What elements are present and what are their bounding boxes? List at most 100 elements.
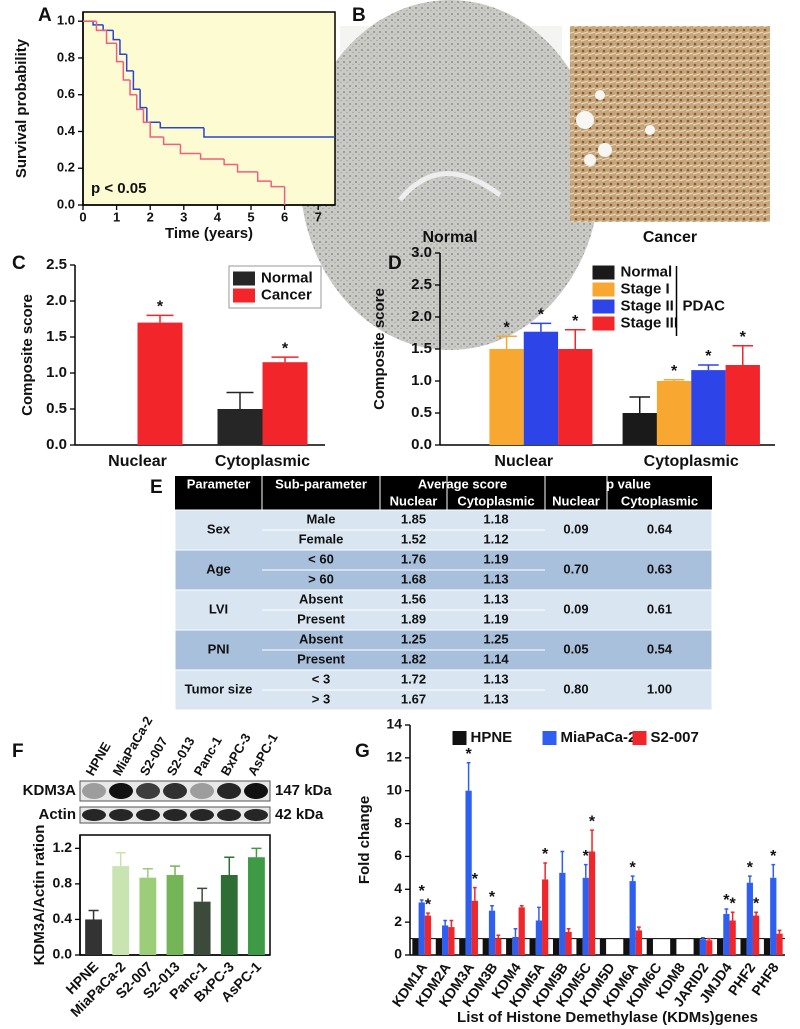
table-cell: Age xyxy=(206,561,231,576)
x-tick-label: Cytoplasmic xyxy=(215,453,310,470)
blot-band xyxy=(82,809,106,821)
y-tick-label: 2.0 xyxy=(46,292,67,309)
image-cancer xyxy=(570,26,770,222)
table-cell: 1.25 xyxy=(401,631,426,646)
y-tick-label: 1.0 xyxy=(411,372,432,389)
survival-step xyxy=(256,171,272,182)
y-axis-label: Composite score xyxy=(19,294,36,416)
error-bar xyxy=(754,911,758,916)
table-cell: 0.80 xyxy=(563,681,588,696)
survival-step xyxy=(142,109,151,124)
table-cell: 1.67 xyxy=(401,691,426,706)
blot-band xyxy=(244,809,268,821)
error-bar xyxy=(142,868,153,878)
error-bar xyxy=(566,927,571,932)
bar xyxy=(489,349,524,445)
legend-label: MiaPaCa-2 xyxy=(561,729,637,746)
bar xyxy=(729,920,736,955)
bar xyxy=(166,875,184,955)
error-bar xyxy=(543,862,548,880)
error-bar xyxy=(730,911,735,921)
significance-marker: * xyxy=(419,883,426,900)
bar xyxy=(518,907,525,955)
fat-cell xyxy=(576,111,594,129)
blot-band xyxy=(136,809,160,821)
legend-label: Normal xyxy=(261,269,313,286)
y-tick-label: 2.5 xyxy=(46,256,67,273)
error-bar xyxy=(251,847,262,858)
x-tick-label: 5 xyxy=(247,209,254,224)
survival-step xyxy=(105,30,117,44)
survival-step xyxy=(122,61,131,81)
error-bar xyxy=(530,322,552,332)
table-cell: 1.89 xyxy=(401,611,426,626)
legend-label: S2-007 xyxy=(651,729,699,746)
blot-band xyxy=(217,783,241,799)
legend-label: Stage II xyxy=(621,297,674,314)
legend-label: Stage III xyxy=(621,314,679,331)
table-cell: 1.12 xyxy=(483,531,508,546)
y-tick-label: 0.5 xyxy=(46,400,67,417)
legend-swatch xyxy=(632,731,647,745)
bar xyxy=(448,927,455,955)
error-bar xyxy=(701,937,705,940)
error-bar xyxy=(583,863,588,878)
panel-letter: E xyxy=(150,477,163,498)
error-bar xyxy=(771,863,776,878)
error-bar xyxy=(724,908,729,914)
error-bar xyxy=(564,329,586,349)
survival-step xyxy=(115,43,124,63)
bar xyxy=(535,920,543,955)
error-bar xyxy=(513,927,518,937)
blot-row-label: Actin xyxy=(39,806,77,823)
error-bar xyxy=(698,364,719,371)
bar xyxy=(495,938,502,955)
survival-step xyxy=(149,122,164,138)
y-tick-label: 2.0 xyxy=(411,308,432,325)
table-cell: < 60 xyxy=(308,551,334,566)
bar xyxy=(588,851,596,955)
significance-marker: * xyxy=(747,859,754,876)
y-tick-label: 4 xyxy=(394,880,402,896)
bar xyxy=(599,938,607,955)
bar xyxy=(670,938,677,955)
y-tick-label: 0.2 xyxy=(57,160,75,175)
significance-marker: * xyxy=(730,896,737,913)
panel-letter: F xyxy=(12,741,24,762)
significance-marker: * xyxy=(740,329,747,346)
table-cell: Present xyxy=(297,611,345,626)
legend-swatch xyxy=(592,299,615,314)
significance-marker: * xyxy=(770,848,777,865)
survival-step xyxy=(223,159,238,166)
bar xyxy=(552,938,560,955)
error-bar xyxy=(449,919,454,928)
y-tick-label: 1.5 xyxy=(46,328,67,345)
bar xyxy=(746,882,753,955)
blot-band xyxy=(109,809,133,821)
bar xyxy=(193,901,211,955)
error-bar xyxy=(747,875,752,883)
table-cell: 0.05 xyxy=(563,641,588,656)
error-bar xyxy=(88,909,99,920)
panel-letter: C xyxy=(12,253,26,274)
table-cell: Tumor size xyxy=(185,681,253,696)
fat-cell xyxy=(598,143,612,157)
bar xyxy=(262,362,308,445)
bar xyxy=(412,938,419,955)
table-cell: Sex xyxy=(207,521,231,536)
panel-letter: G xyxy=(355,741,370,762)
legend-label: HPNE xyxy=(471,729,513,746)
x-tick-label: 7 xyxy=(315,209,322,224)
legend-swatch xyxy=(592,265,615,280)
table-cell: 0.54 xyxy=(647,641,673,656)
blot-size-label: 42 kDa xyxy=(275,806,324,823)
bar xyxy=(656,381,692,445)
survival-step xyxy=(92,21,104,26)
x-axis-label: List of Histone Demethylase (KDMs)genes xyxy=(457,1009,758,1026)
bar xyxy=(776,933,783,955)
bar xyxy=(622,413,657,445)
x-tick-label: 6 xyxy=(281,209,288,224)
blot-band xyxy=(190,783,214,799)
error-bar xyxy=(590,829,594,852)
error-bar xyxy=(637,926,641,931)
